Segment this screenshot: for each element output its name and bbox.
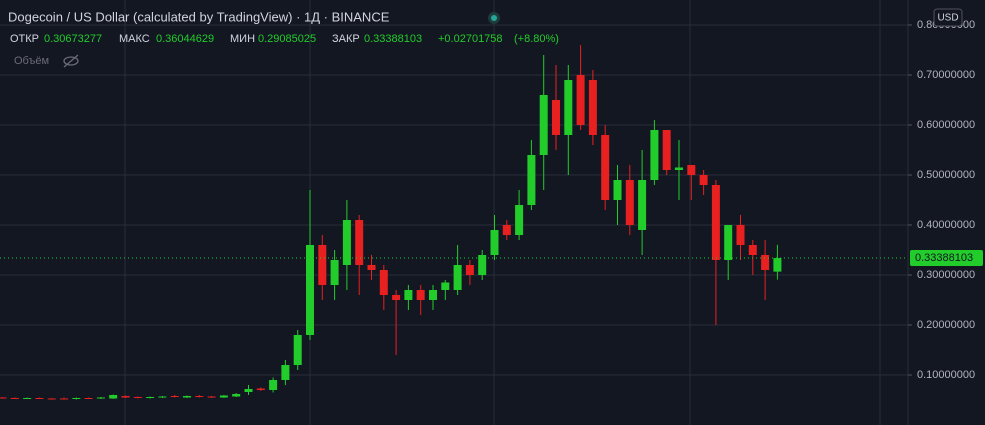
y-tick-label: 0.20000000: [917, 319, 975, 331]
candle-body: [219, 395, 228, 398]
y-tick-label: 0.60000000: [917, 119, 975, 131]
candle-body: [502, 225, 511, 235]
currency-badge[interactable]: [933, 8, 963, 27]
candle-body: [293, 335, 302, 365]
candle-body: [699, 175, 708, 185]
candle-body: [281, 365, 290, 380]
candle-body: [539, 95, 548, 155]
candle-body: [687, 165, 696, 175]
eye-strike: [63, 54, 79, 68]
candle-body: [416, 290, 425, 300]
candle-body: [367, 265, 376, 270]
candle-body: [10, 398, 19, 399]
candle-body: [35, 398, 44, 399]
candle-body: [515, 205, 524, 235]
candle-body: [662, 130, 671, 170]
change-value: +0.02701758: [438, 33, 503, 45]
candle-body: [96, 397, 105, 399]
candle-body: [183, 396, 191, 398]
candle-body: [490, 230, 499, 255]
candle-body: [564, 80, 573, 135]
candle-body: [613, 180, 622, 200]
close-value: 0.33388103: [364, 33, 422, 45]
candle-body: [748, 245, 757, 255]
candle-body: [121, 396, 130, 398]
candle-body: [761, 255, 770, 270]
last-price-box: [910, 250, 983, 267]
candle-body: [72, 398, 81, 399]
candle-body: [478, 255, 487, 275]
candles: [0, 45, 782, 400]
candle-body: [773, 258, 782, 272]
candle-body: [465, 265, 474, 275]
candle-body: [588, 80, 597, 135]
status-dot: [491, 15, 497, 21]
candle-body: [146, 397, 155, 398]
candle-body: [330, 260, 339, 285]
y-tick-label: 0.70000000: [917, 69, 975, 81]
candle-body: [711, 185, 720, 260]
candle-body: [392, 295, 401, 300]
y-tick-label: 0.10000000: [917, 369, 975, 381]
close-label: ЗАКР: [332, 33, 360, 45]
candle-body: [379, 270, 388, 295]
candle-body: [527, 155, 536, 205]
candle-body: [47, 398, 56, 400]
candle-body: [133, 397, 142, 398]
open-label: ОТКР: [10, 33, 39, 45]
hide-icon[interactable]: [63, 54, 79, 68]
candle-body: [60, 398, 68, 400]
candle-body: [650, 130, 659, 180]
low-label: МИН: [230, 33, 255, 45]
high-value: 0.36044629: [156, 33, 214, 45]
candle-body: [195, 396, 204, 397]
candle-body: [453, 265, 462, 290]
candle-body: [0, 397, 7, 399]
candle-body: [342, 220, 351, 265]
currency-label[interactable]: USD: [937, 13, 958, 24]
candle-body: [552, 100, 560, 135]
candle-body: [441, 282, 450, 290]
candle-body: [601, 135, 610, 200]
y-tick-label: 0.30000000: [917, 269, 975, 281]
candle-body: [23, 398, 32, 399]
candle-body: [158, 396, 167, 398]
overlay: 0.33388103 USD: [0, 8, 983, 267]
candle-body: [675, 167, 683, 170]
candle-body: [170, 396, 179, 397]
candle-body: [576, 75, 585, 125]
candle-body: [269, 380, 278, 390]
candle-body: [306, 245, 314, 335]
candle-body: [429, 290, 437, 300]
candle-body: [109, 395, 118, 399]
candle-body: [244, 389, 253, 392]
candle-body: [638, 180, 647, 230]
y-tick-label: 0.40000000: [917, 219, 975, 231]
last-price-label: 0.33388103: [915, 252, 973, 264]
candle-body: [318, 245, 327, 285]
vertical-grid: [124, 0, 881, 425]
change-percent: (+8.80%): [514, 33, 559, 45]
candle-body: [84, 398, 93, 399]
chart-title: Dogecoin / US Dollar (calculated by Trad…: [8, 9, 390, 24]
candle-body: [736, 225, 745, 245]
candle-body: [355, 220, 364, 265]
candle-body: [232, 394, 241, 397]
volume-label[interactable]: Объём: [14, 55, 49, 67]
candle-body: [404, 290, 413, 300]
y-tick-label: 0.50000000: [917, 169, 975, 181]
eye: [63, 56, 79, 66]
candle-body: [724, 225, 733, 260]
candle-body: [256, 388, 265, 390]
high-label: МАКС: [119, 33, 150, 45]
candle-body: [207, 396, 216, 398]
open-value: 0.30673277: [44, 33, 102, 45]
candle-body: [625, 180, 634, 225]
low-value: 0.29085025: [258, 33, 316, 45]
